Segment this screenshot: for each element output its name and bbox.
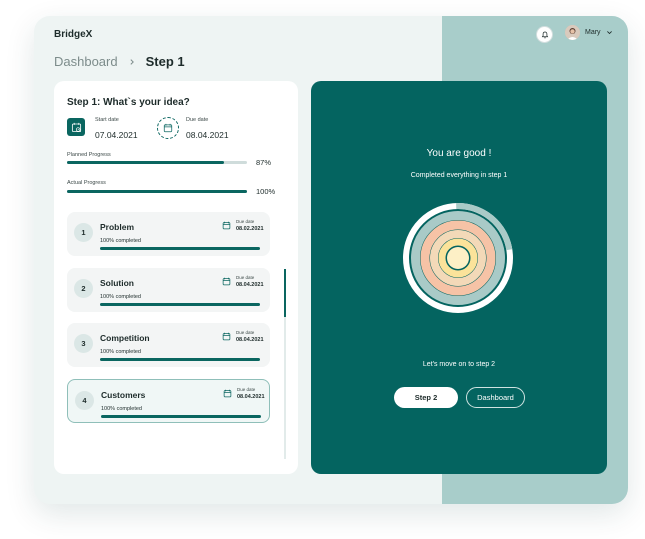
- step-number: 3: [74, 334, 93, 353]
- breadcrumb: Dashboard Step 1: [54, 54, 185, 69]
- step-item-progress: [101, 415, 261, 418]
- step-item-progress: [100, 358, 260, 361]
- step-item-title: Customers: [101, 390, 146, 400]
- step-number: 2: [74, 279, 93, 298]
- breadcrumb-dashboard[interactable]: Dashboard: [54, 54, 118, 69]
- steps-scrollbar-thumb[interactable]: [284, 269, 286, 317]
- brand-logo: BridgeX: [54, 29, 93, 40]
- planned-progress-bar: [67, 161, 247, 164]
- chevron-right-icon: [130, 58, 134, 65]
- step-item-status: 100% completed: [100, 294, 141, 300]
- progress-rings-graphic: [403, 203, 513, 313]
- app-frame: BridgeX Mary Dashboard Step 1 Step 1:: [34, 16, 628, 504]
- step-item-title: Competition: [100, 333, 150, 343]
- bell-icon: [541, 31, 548, 38]
- actual-progress-bar: [67, 190, 247, 193]
- step-due-label: Due date: [237, 387, 256, 392]
- step-details-card: Step 1: What`s your idea? Start date 07.…: [54, 81, 298, 474]
- calendar-icon: [157, 117, 179, 139]
- step-item-solution[interactable]: 2 Solution 100% completed Due date 08.04…: [67, 268, 270, 312]
- due-date-label: Due date: [186, 117, 209, 123]
- step-item-competition[interactable]: 3 Competition 100% completed Due date 08…: [67, 323, 270, 367]
- step-due-value: 08.02.2021: [236, 226, 264, 232]
- completion-title: You are good !: [426, 148, 492, 159]
- user-name: Mary: [585, 29, 601, 36]
- steps-scrollbar[interactable]: [284, 269, 286, 459]
- completion-card: You are good ! Completed everything in s…: [311, 81, 607, 474]
- actual-progress-fill: [67, 190, 247, 193]
- step-due-label: Due date: [236, 219, 255, 224]
- step-item-title: Problem: [100, 222, 135, 232]
- calendar-icon: [222, 277, 231, 286]
- start-date-value: 07.04.2021: [95, 130, 138, 140]
- actual-progress-label: Actual Progress: [67, 180, 106, 186]
- breadcrumb-current: Step 1: [145, 54, 185, 69]
- planned-progress-fill: [67, 161, 224, 164]
- step-item-progress: [100, 247, 260, 250]
- due-date-value: 08.04.2021: [186, 130, 229, 140]
- step-item-customers[interactable]: 4 Customers 100% completed Due date 08.0…: [67, 379, 270, 423]
- step-due-value: 08.04.2021: [236, 337, 264, 343]
- calendar-icon: [223, 389, 232, 398]
- step-item-title: Solution: [100, 278, 134, 288]
- step-item-status: 100% completed: [100, 238, 141, 244]
- start-date-label: Start date: [95, 117, 119, 123]
- next-step-prompt: Let's move on to step 2: [422, 361, 496, 368]
- step-number: 1: [74, 223, 93, 242]
- step-item-status: 100% completed: [100, 349, 141, 355]
- step-title: Step 1: What`s your idea?: [67, 97, 190, 108]
- step-due-label: Due date: [236, 275, 255, 280]
- go-to-dashboard-button[interactable]: Dashboard: [466, 387, 525, 408]
- calendar-icon: [222, 332, 231, 341]
- calendar-icon: [222, 221, 231, 230]
- step-due-label: Due date: [236, 330, 255, 335]
- step-number: 4: [75, 391, 94, 410]
- planned-progress-value: 87%: [256, 158, 272, 167]
- step-due-value: 08.04.2021: [236, 282, 264, 288]
- avatar: [565, 25, 580, 40]
- chevron-down-icon: [606, 31, 612, 35]
- planned-progress-label: Planned Progress: [67, 152, 111, 158]
- calendar-check-icon: [67, 118, 85, 136]
- user-menu[interactable]: Mary: [565, 25, 613, 40]
- go-to-step2-button[interactable]: Step 2: [394, 387, 458, 408]
- completion-subtitle: Completed everything in step 1: [410, 172, 508, 179]
- actual-progress-value: 100%: [256, 187, 276, 196]
- step-item-problem[interactable]: 1 Problem 100% completed Due date 08.02.…: [67, 212, 270, 256]
- step-due-value: 08.04.2021: [237, 394, 265, 400]
- step-item-progress: [100, 303, 260, 306]
- notifications-button[interactable]: [536, 26, 553, 43]
- step-item-status: 100% completed: [101, 406, 142, 412]
